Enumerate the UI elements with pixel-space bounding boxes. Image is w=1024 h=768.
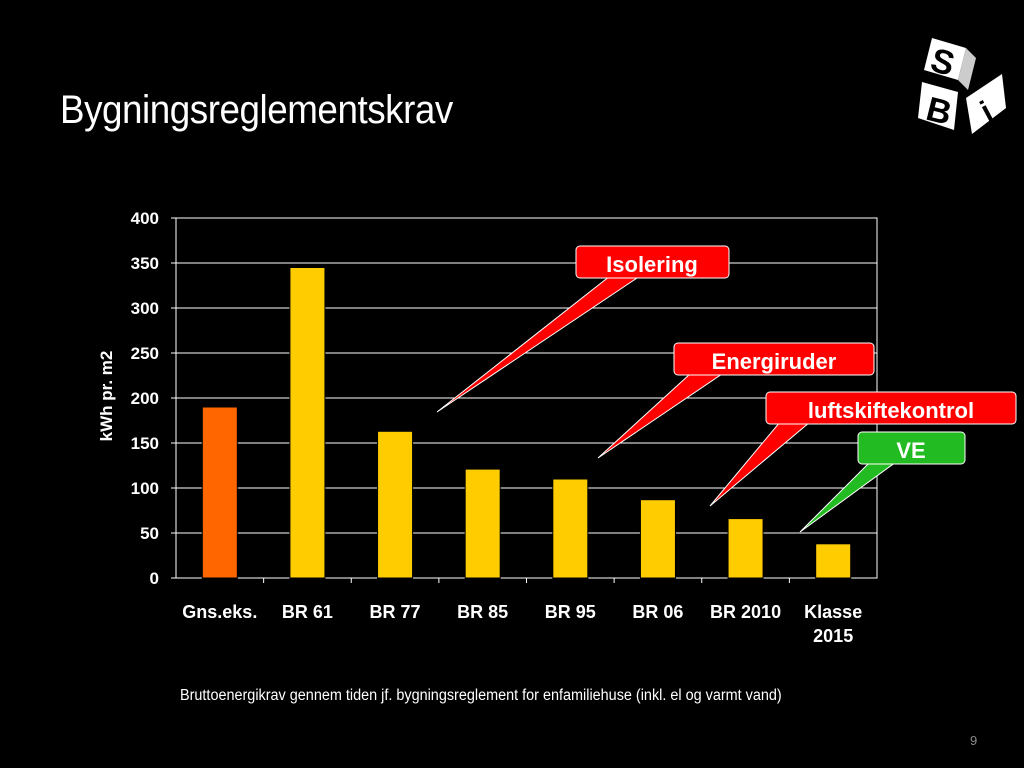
bar (727, 518, 764, 579)
bar (464, 468, 501, 579)
x-category-label: Klasse 2015 (804, 602, 862, 646)
y-tick-label: 300 (131, 299, 159, 318)
callout-ve: VE (799, 431, 966, 533)
y-tick-label: 200 (131, 389, 159, 408)
logo-block-i: i (966, 74, 1006, 134)
callout-luftskiftekontrol-label: luftskiftekontrol (808, 398, 974, 423)
logo-block-b: B (918, 82, 958, 133)
callout-energiruder-label: Energiruder (712, 349, 837, 374)
sbi-logo: S B i (918, 38, 1006, 134)
bar (201, 406, 238, 579)
y-tick-label: 250 (131, 344, 159, 363)
page-number: 9 (970, 733, 978, 748)
x-category-label: BR 77 (370, 602, 421, 622)
y-axis-label: kWh pr. m2 (97, 351, 116, 442)
callout-isolering: Isolering (436, 245, 730, 413)
x-category-label: BR 61 (282, 602, 333, 622)
callout-isolering-label: Isolering (606, 252, 698, 277)
bars (201, 267, 852, 579)
y-tick-label: 0 (150, 569, 159, 588)
bar (815, 543, 852, 579)
y-tick-label: 350 (131, 254, 159, 273)
bar (639, 499, 676, 579)
callout-energiruder: Energiruder (597, 342, 875, 459)
callout-luftskiftekontrol: luftskiftekontrol (709, 391, 1017, 507)
bar (377, 430, 414, 579)
x-category-label: BR 85 (457, 602, 508, 622)
x-axis-categories: Gns.eks. BR 61 BR 77 BR 85 BR 95 BR 06 BR 2010… (182, 578, 862, 646)
y-tick-label: 400 (131, 209, 159, 228)
y-axis-ticks: 0 50 100 150 200 250 300 350 400 (131, 209, 176, 588)
slide-title: Bygningsreglementskrav (60, 88, 453, 132)
callout-ve-label: VE (896, 438, 925, 463)
bar (289, 267, 326, 579)
x-category-label: BR 95 (545, 602, 596, 622)
y-tick-label: 100 (131, 479, 159, 498)
x-category-label: Gns.eks. (182, 602, 257, 622)
x-category-label: BR 2010 (710, 602, 781, 622)
y-tick-label: 50 (140, 524, 159, 543)
logo-block-s: S (924, 38, 976, 90)
chart-caption: Bruttoenergikrav gennem tiden jf. bygnin… (180, 687, 782, 704)
bar (552, 478, 589, 579)
x-category-label: BR 06 (632, 602, 683, 622)
y-tick-label: 150 (131, 434, 159, 453)
